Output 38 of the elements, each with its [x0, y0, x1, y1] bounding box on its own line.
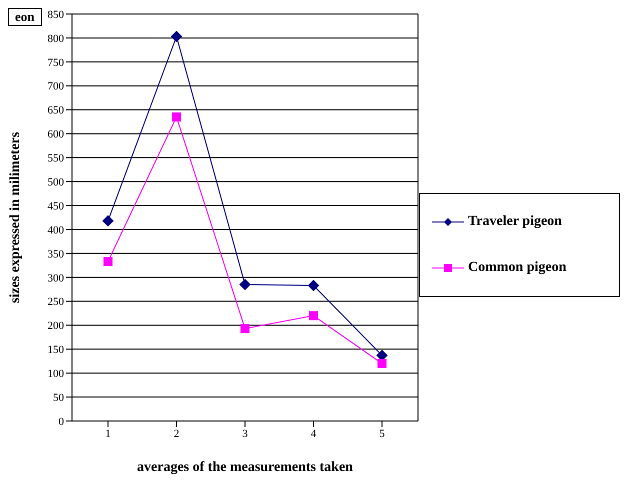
legend-label: Common pigeon: [468, 260, 566, 276]
y-tick-label: 850: [48, 8, 64, 21]
x-axis-title: averages of the measurements taken: [137, 460, 354, 475]
y-tick-label: 250: [48, 296, 64, 308]
y-tick-label: 550: [48, 152, 64, 165]
point: [378, 359, 386, 368]
y-tick-label: 300: [48, 272, 64, 284]
y-tick-label: 800: [48, 32, 64, 45]
point: [376, 350, 388, 361]
x-tick-label: 4: [310, 428, 317, 440]
y-tick-label: 750: [48, 56, 64, 69]
y-tick-label: 200: [48, 320, 64, 332]
y-tick-label: 50: [53, 392, 64, 404]
x-tick-label: 5: [379, 428, 386, 440]
y-tick-label: 350: [48, 248, 64, 260]
y-tick-label: 150: [48, 344, 64, 356]
y-axis-title: sizes expressed in milimeters: [8, 131, 23, 304]
point: [104, 257, 112, 266]
y-tick-label: 0: [58, 416, 64, 428]
point: [309, 311, 318, 320]
y-tick-label: 450: [48, 200, 64, 212]
point: [172, 112, 181, 122]
y-tick-label: 600: [48, 128, 64, 141]
y-tick-label: 500: [48, 176, 64, 188]
x-tick-label: 2: [174, 428, 180, 440]
point: [102, 215, 114, 226]
text: eon: [8, 8, 42, 26]
point: [240, 279, 250, 290]
point: [171, 31, 182, 42]
y-tick-label: 700: [48, 80, 64, 93]
x-tick-label: 3: [242, 428, 248, 440]
y-tick-label: 100: [48, 368, 64, 380]
y-tick-label: 650: [48, 104, 64, 117]
legend-label: Traveler pigeon: [468, 214, 562, 230]
y-tick-label: 400: [48, 224, 64, 236]
x-tick-label: 1: [105, 428, 111, 440]
point: [308, 280, 319, 291]
point: [240, 324, 250, 334]
